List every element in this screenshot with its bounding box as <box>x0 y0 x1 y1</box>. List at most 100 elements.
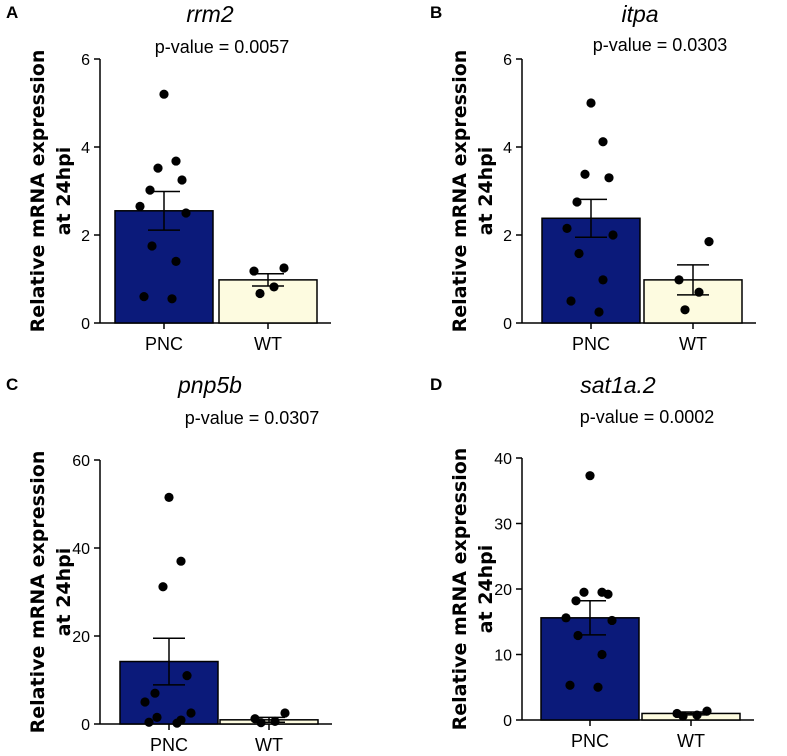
data-point-pnc <box>176 556 186 566</box>
data-point-pnc <box>566 296 576 306</box>
data-point-pnc <box>574 248 584 259</box>
data-point-wt <box>249 266 259 276</box>
p-value-annotation: p-value = 0.0002 <box>580 407 715 427</box>
y-tick-label: 0 <box>503 316 512 333</box>
data-point-pnc <box>573 630 583 641</box>
panel-letter: D <box>430 375 442 394</box>
data-point-wt <box>280 708 290 718</box>
data-point-pnc <box>585 471 595 481</box>
data-point-pnc <box>147 241 157 251</box>
data-point-pnc <box>144 717 154 727</box>
y-tick-label: 0 <box>503 713 512 730</box>
data-point-wt <box>678 711 688 721</box>
data-point-pnc <box>159 89 169 99</box>
y-tick-label: 40 <box>72 541 90 558</box>
data-point-wt <box>269 282 279 292</box>
y-tick-label: 4 <box>81 140 90 157</box>
x-tick-label: PNC <box>572 334 610 354</box>
data-point-wt <box>279 263 289 273</box>
data-point-pnc <box>164 492 174 502</box>
chart-title: itpa <box>621 1 658 27</box>
x-tick-label: WT <box>679 334 707 354</box>
y-axis-label-line2: at 24hpi <box>475 147 497 236</box>
data-point-pnc <box>167 294 177 304</box>
data-point-pnc <box>171 256 181 266</box>
x-tick-label: PNC <box>150 735 188 755</box>
data-point-wt <box>674 275 684 285</box>
y-tick-label: 2 <box>81 228 90 245</box>
data-point-pnc <box>598 275 608 285</box>
y-axis-label: Relative mRNA expression <box>27 451 49 734</box>
data-point-pnc <box>171 156 181 166</box>
data-point-pnc <box>561 613 571 623</box>
data-point-pnc <box>177 175 187 185</box>
data-point-pnc <box>145 185 155 195</box>
data-point-pnc <box>139 292 149 302</box>
data-point-wt <box>680 305 690 315</box>
data-point-pnc <box>586 98 596 108</box>
data-point-pnc <box>153 163 163 173</box>
panel-letter: B <box>430 3 442 22</box>
data-point-wt <box>694 287 704 297</box>
y-axis-label-line2: at 24hpi <box>53 548 75 637</box>
data-point-pnc <box>572 197 582 207</box>
y-axis-label: Relative mRNA expression <box>449 448 471 731</box>
p-value-annotation: p-value = 0.0057 <box>155 37 290 57</box>
data-point-pnc <box>186 708 196 718</box>
y-tick-label: 60 <box>72 453 90 470</box>
y-tick-label: 0 <box>81 316 90 333</box>
data-point-pnc <box>607 615 617 626</box>
data-point-pnc <box>562 223 572 233</box>
data-point-pnc <box>135 201 145 211</box>
y-tick-label: 6 <box>503 52 512 69</box>
x-tick-label: PNC <box>571 731 609 751</box>
data-point-pnc <box>597 649 607 660</box>
x-tick-label: WT <box>254 334 282 354</box>
data-point-pnc <box>565 680 575 690</box>
data-point-pnc <box>603 589 613 599</box>
y-tick-label: 0 <box>81 717 90 734</box>
data-point-pnc <box>608 230 618 240</box>
data-point-pnc <box>181 208 191 218</box>
chart-title: pnp5b <box>177 372 242 398</box>
data-point-wt <box>704 237 714 247</box>
x-tick-label: PNC <box>145 334 183 354</box>
chart-title: sat1a.2 <box>580 372 656 398</box>
data-point-wt <box>270 716 280 726</box>
x-tick-label: WT <box>255 735 283 755</box>
data-point-pnc <box>604 173 614 183</box>
data-point-wt <box>702 706 712 716</box>
data-point-pnc <box>140 697 150 707</box>
data-point-pnc <box>579 587 589 597</box>
y-axis-label: Relative mRNA expression <box>449 50 471 333</box>
data-point-pnc <box>150 688 160 698</box>
y-tick-label: 20 <box>72 629 90 646</box>
p-value-annotation: p-value = 0.0307 <box>185 408 320 428</box>
y-tick-label: 30 <box>494 517 512 534</box>
data-point-pnc <box>172 718 182 728</box>
y-tick-label: 40 <box>494 451 512 468</box>
y-axis-label-line2: at 24hpi <box>475 545 497 634</box>
data-point-pnc <box>593 682 603 692</box>
y-axis-label: Relative mRNA expression <box>27 50 49 333</box>
p-value-annotation: p-value = 0.0303 <box>593 35 728 55</box>
data-point-wt <box>256 718 266 728</box>
y-tick-label: 20 <box>494 582 512 599</box>
data-point-wt <box>255 288 265 299</box>
data-point-pnc <box>580 169 590 179</box>
x-tick-label: WT <box>677 731 705 751</box>
y-tick-label: 10 <box>494 648 512 665</box>
data-point-pnc <box>152 712 162 723</box>
data-point-pnc <box>571 596 581 606</box>
y-tick-label: 4 <box>503 140 512 157</box>
panel-letter: A <box>6 3 18 22</box>
data-point-pnc <box>158 582 168 592</box>
data-point-pnc <box>594 307 604 317</box>
y-axis-label-line2: at 24hpi <box>53 147 75 236</box>
chart-title: rrm2 <box>186 1 233 27</box>
